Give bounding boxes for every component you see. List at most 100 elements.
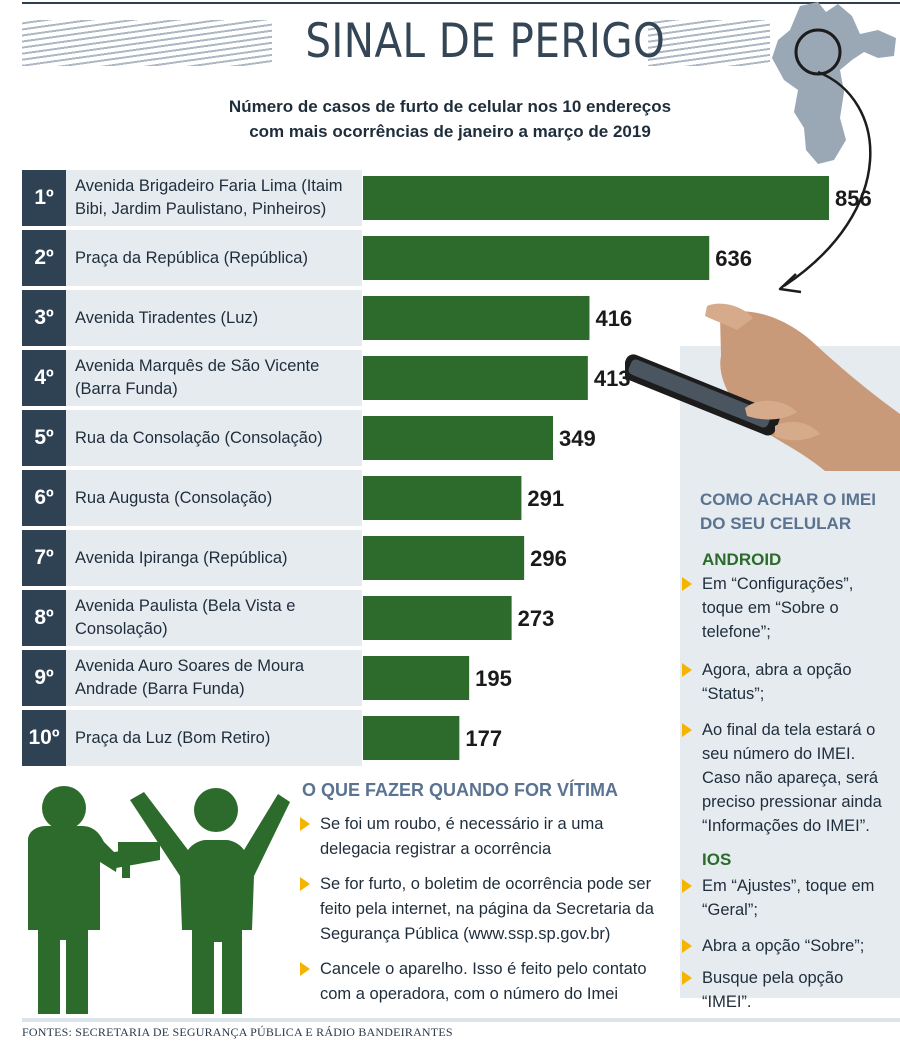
bullet-triangle-icon	[300, 962, 310, 976]
bullet-triangle-icon	[300, 877, 310, 891]
bar	[363, 656, 470, 700]
address-label-text: Rua da Consolação (Consolação)	[75, 428, 323, 447]
footer-rule	[22, 1018, 900, 1022]
address-label: Praça da República (República)	[66, 230, 362, 286]
ranking-row: 8º Avenida Paulista (Bela Vista e Consola…	[22, 590, 362, 646]
bar-value-label: 291	[527, 486, 564, 511]
ios-tip-3: Busque pela opção “IMEI”.	[682, 966, 892, 1014]
ios-tip-1-text: Em “Ajustes”, toque em “Geral”;	[702, 877, 875, 919]
victim-tip-2-text: Se for furto, o boletim de ocorrência po…	[320, 875, 654, 943]
address-label-text: Avenida Auro Soares de Moura Andrade (Ba…	[75, 657, 305, 698]
android-tip-3-text: Ao final da tela estará o seu número do …	[702, 721, 882, 835]
bar	[363, 596, 512, 640]
ios-tip-3-text: Busque pela opção “IMEI”.	[702, 969, 844, 1011]
bar	[363, 716, 460, 760]
ranking-row: 7º Avenida Ipiranga (República)	[22, 530, 362, 586]
address-label-text: Avenida Brigadeiro Faria Lima (Itaim Bib…	[75, 177, 343, 218]
rank-label: 4º	[22, 350, 66, 406]
address-label-text: Avenida Marquês de São Vicente (Barra Fu…	[75, 357, 320, 398]
android-tip-3: Ao final da tela estará o seu número do …	[682, 718, 892, 838]
bar-value-label: 177	[465, 726, 502, 751]
victim-tip-3: Cancele o aparelho. Isso é feito pelo co…	[300, 957, 675, 1007]
android-tip-2-text: Agora, abra a opção “Status”;	[702, 661, 852, 703]
address-label: Rua Augusta (Consolação)	[66, 470, 362, 526]
curved-arrow-icon	[778, 70, 872, 294]
rank-label: 2º	[22, 230, 66, 286]
victim-section-title: O QUE FAZER QUANDO FOR VÍTIMA	[302, 780, 619, 800]
address-label: Avenida Ipiranga (República)	[66, 530, 362, 586]
ranking-row: 1º Avenida Brigadeiro Faria Lima (Itaim B…	[22, 170, 362, 226]
ranking-row: 4º Avenida Marquês de São Vicente (Barra …	[22, 350, 362, 406]
address-label: Avenida Marquês de São Vicente (Barra Fu…	[66, 350, 362, 406]
rank-label: 7º	[22, 530, 66, 586]
ranking-row: 10º Praça da Luz (Bom Retiro)	[22, 710, 362, 766]
address-label: Praça da Luz (Bom Retiro)	[66, 710, 362, 766]
title-hatch-right	[648, 20, 770, 66]
bar	[363, 176, 829, 220]
bar-value-label: 636	[715, 246, 752, 271]
android-tip-1: Em “Configurações”, toque em “Sobre o te…	[682, 572, 892, 644]
rank-label: 10º	[22, 710, 66, 766]
address-label: Avenida Tiradentes (Luz)	[66, 290, 362, 346]
ios-tip-2-text: Abra a opção “Sobre”;	[702, 937, 865, 955]
ranking-row: 9º Avenida Auro Soares de Moura Andrade (…	[22, 650, 362, 706]
title-hatch-left	[22, 20, 272, 66]
top-rule	[22, 2, 900, 4]
ranking-row: 6º Rua Augusta (Consolação)	[22, 470, 362, 526]
imei-panel-title: COMO ACHAR O IMEI DO SEU CELULAR	[700, 490, 876, 533]
bar	[363, 356, 588, 400]
address-label-text: Praça da Luz (Bom Retiro)	[75, 728, 271, 747]
bar	[363, 536, 525, 580]
ios-tip-1: Em “Ajustes”, toque em “Geral”;	[682, 874, 892, 922]
address-label-text: Rua Augusta (Consolação)	[75, 488, 273, 507]
chart-subtitle: Número de casos de furto de celular nos …	[200, 94, 700, 144]
bullet-triangle-icon	[300, 817, 310, 831]
address-label-text: Avenida Tiradentes (Luz)	[75, 308, 259, 327]
victim-tip-1-text: Se foi um roubo, é necessário ir a uma d…	[320, 815, 604, 858]
address-label: Rua da Consolação (Consolação)	[66, 410, 362, 466]
ranking-row: 2º Praça da República (República)	[22, 230, 362, 286]
robbery-figures-icon	[28, 786, 290, 1014]
page-title: SINAL DE PERIGO	[305, 14, 666, 69]
bar	[363, 416, 553, 460]
victim-tip-2: Se for furto, o boletim de ocorrência po…	[300, 872, 675, 947]
bar-value-label: 273	[518, 606, 555, 631]
rank-label: 3º	[22, 290, 66, 346]
victim-tip-1: Se foi um roubo, é necessário ir a uma d…	[300, 812, 675, 862]
rank-label: 1º	[22, 170, 66, 226]
rank-label: 8º	[22, 590, 66, 646]
bullet-triangle-icon	[682, 577, 692, 591]
rank-label: 6º	[22, 470, 66, 526]
android-heading: ANDROID	[702, 550, 782, 569]
bullet-triangle-icon	[682, 723, 692, 737]
bullet-triangle-icon	[682, 939, 692, 953]
ios-tip-2: Abra a opção “Sobre”;	[682, 934, 892, 958]
ios-heading: IOS	[702, 850, 732, 869]
rank-label: 5º	[22, 410, 66, 466]
address-label-text: Avenida Paulista (Bela Vista e Consolaçã…	[75, 597, 296, 638]
bar-value-label: 416	[595, 306, 632, 331]
bullet-triangle-icon	[682, 663, 692, 677]
bullet-triangle-icon	[682, 971, 692, 985]
android-tip-1-text: Em “Configurações”, toque em “Sobre o te…	[702, 575, 854, 641]
bar-value-label: 296	[530, 546, 567, 571]
subtitle-line-1: Número de casos de furto de celular nos …	[228, 97, 672, 116]
address-label-text: Avenida Ipiranga (República)	[75, 548, 288, 567]
bar	[363, 296, 590, 340]
bar	[363, 476, 522, 520]
rank-label: 9º	[22, 650, 66, 706]
subtitle-line-2: com mais ocorrências de janeiro a março …	[249, 122, 651, 141]
bar-value-label: 349	[559, 426, 596, 451]
hand-with-phone-icon	[625, 303, 900, 471]
sao-paulo-map-icon	[772, 2, 896, 164]
android-tip-2: Agora, abra a opção “Status”;	[682, 658, 892, 706]
bar-value-label: 856	[835, 186, 872, 211]
victim-tip-3-text: Cancele o aparelho. Isso é feito pelo co…	[320, 960, 647, 1003]
bar	[363, 236, 710, 280]
address-label: Avenida Auro Soares de Moura Andrade (Ba…	[66, 650, 362, 706]
bullet-triangle-icon	[682, 879, 692, 893]
address-label: Avenida Brigadeiro Faria Lima (Itaim Bib…	[66, 170, 362, 226]
sources-footer: FONTES: SECRETARIA DE SEGURANÇA PÚBLICA …	[22, 1025, 453, 1039]
address-label: Avenida Paulista (Bela Vista e Consolaçã…	[66, 590, 362, 646]
